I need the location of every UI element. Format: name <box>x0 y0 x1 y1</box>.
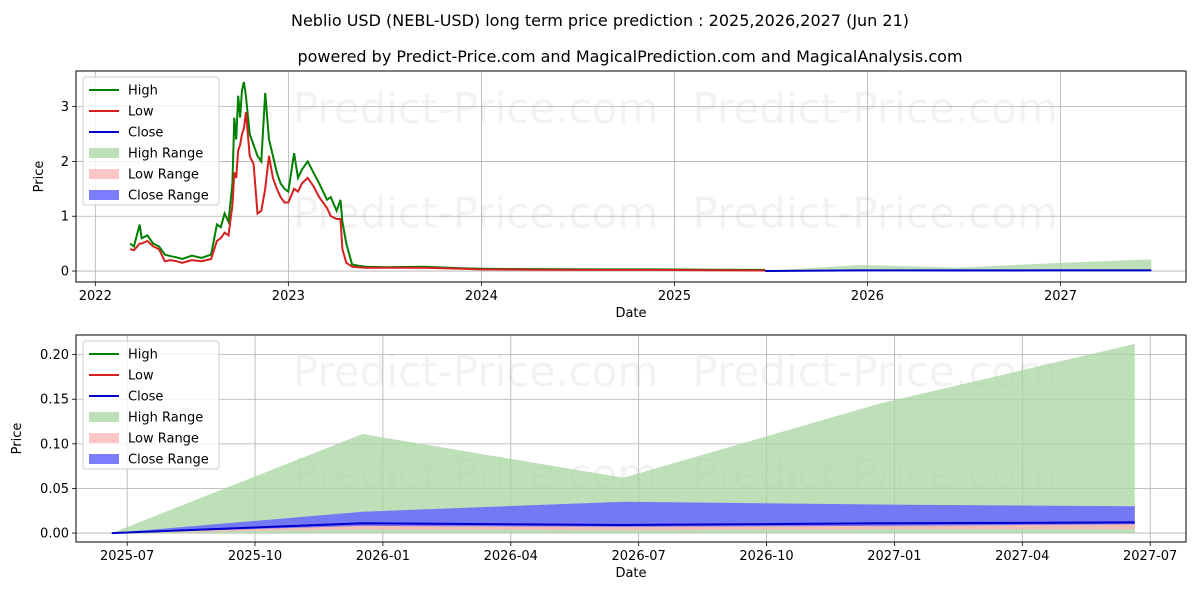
bottom-x-tick-label: 2026-10 <box>739 549 793 564</box>
top-legend-swatch-low-range <box>89 169 119 179</box>
top-high-line <box>129 81 766 271</box>
top-x-tick-label: 2022 <box>79 289 112 304</box>
top-legend-label-high: High <box>128 84 158 99</box>
top-legend-label-close: Close <box>128 126 163 141</box>
top-x-tick-label: 2026 <box>851 289 884 304</box>
top-axes-frame <box>75 70 1187 283</box>
bottom-x-tick-label: 2027-01 <box>867 549 921 564</box>
top-legend-label-high-range: High Range <box>128 147 203 162</box>
top-x-tick-label: 2024 <box>465 289 498 304</box>
prediction-detail-panel: Predict-Price.comPredict-Price.comPredic… <box>10 334 1187 581</box>
chart-title: Neblio USD (NEBL-USD) long term price pr… <box>291 11 909 30</box>
bottom-legend-label-high-range: High Range <box>128 411 203 426</box>
price-history-panel: Predict-Price.com Predict-Price.com Predic… <box>32 70 1187 321</box>
top-watermark: Predict-Price.com <box>293 189 658 238</box>
top-y-tick-label: 0 <box>61 265 69 280</box>
bottom-axes-frame <box>75 334 1187 543</box>
top-legend-label-low: Low <box>128 105 154 120</box>
bottom-x-tick-label: 2026-07 <box>612 549 666 564</box>
bottom-high-range-area <box>111 343 1135 534</box>
top-legend-label-low-range: Low Range <box>128 168 199 183</box>
bottom-x-tick-label: 2027-07 <box>1123 549 1177 564</box>
top-low-line <box>129 111 766 272</box>
top-y-tick-label: 1 <box>61 210 69 225</box>
bottom-x-tick-label: 2026-04 <box>484 549 538 564</box>
top-plot-area <box>129 81 1152 272</box>
bottom-x-tick-label: 2025-10 <box>228 549 282 564</box>
bottom-x-tick-label: 2025-07 <box>100 549 154 564</box>
bottom-close-range-area <box>111 501 1135 534</box>
bottom-legend-label-low-range: Low Range <box>128 432 199 447</box>
top-x-tick-label: 2027 <box>1044 289 1077 304</box>
top-watermark: Predict-Price.com <box>293 84 658 133</box>
bottom-y-tick-label: 0.05 <box>40 482 69 497</box>
top-legend-swatch-high-range <box>89 148 119 158</box>
bottom-legend-swatch-close-range <box>89 454 119 464</box>
top-x-tick-label: 2025 <box>658 289 691 304</box>
bottom-y-tick-label: 0.00 <box>40 527 69 542</box>
bottom-legend-label-high: High <box>128 348 158 363</box>
bottom-x-tick-label: 2026-01 <box>356 549 410 564</box>
bottom-x-tick-label: 2027-04 <box>995 549 1049 564</box>
top-close-line <box>765 269 1152 272</box>
bottom-legend-label-close: Close <box>128 390 163 405</box>
top-y-tick-label: 2 <box>61 155 69 170</box>
top-watermark: Predict-Price.com <box>693 189 1058 238</box>
bottom-y-tick-label: 0.15 <box>40 393 69 408</box>
bottom-close-line <box>111 521 1135 535</box>
top-y-tick-label: 3 <box>61 100 69 115</box>
top-legend-label-close-range: Close Range <box>128 189 209 204</box>
top-x-tick-label: 2023 <box>272 289 305 304</box>
chart-subtitle: powered by Predict-Price.com and Magical… <box>297 47 962 66</box>
bottom-y-tick-label: 0.20 <box>40 348 69 363</box>
bottom-legend-label-close-range: Close Range <box>128 453 209 468</box>
bottom-legend-swatch-low-range <box>89 433 119 443</box>
top-y-axis-label: Price <box>32 161 47 193</box>
bottom-watermark: Predict-Price.com <box>293 347 658 396</box>
top-watermark: Predict-Price.com <box>693 84 1058 133</box>
top-x-axis-label: Date <box>615 306 646 321</box>
bottom-legend-swatch-high-range <box>89 412 119 422</box>
top-legend-swatch-close-range <box>89 190 119 200</box>
bottom-plot-area <box>111 343 1135 535</box>
top-high-range-area <box>765 259 1152 271</box>
bottom-legend-label-low: Low <box>128 369 154 384</box>
bottom-y-axis-label: Price <box>10 423 25 455</box>
bottom-x-axis-label: Date <box>615 566 646 581</box>
bottom-y-tick-label: 0.10 <box>40 437 69 452</box>
